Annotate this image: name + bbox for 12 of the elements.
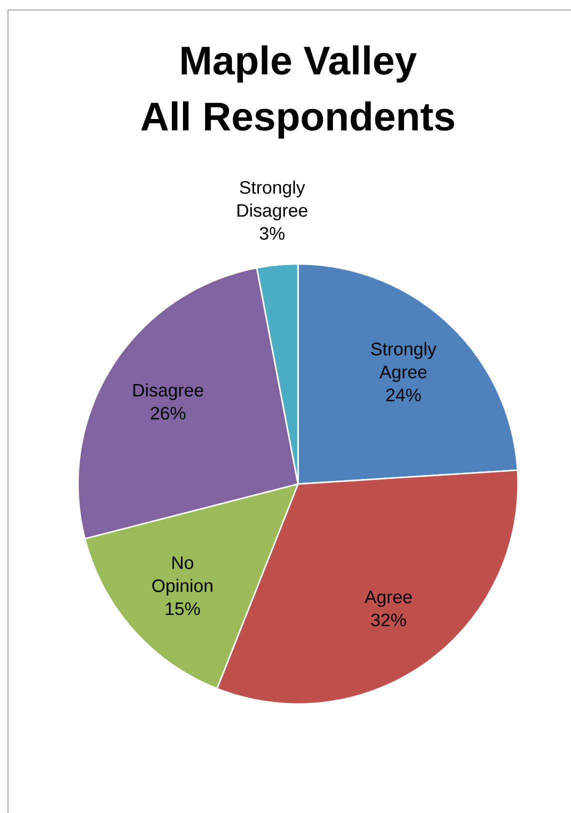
data-label: 24% — [386, 388, 421, 402]
chart-subtitle: All Respondents — [141, 101, 454, 139]
slice-label: Disagree — [133, 383, 204, 400]
data-label: 3% — [260, 227, 284, 240]
data-label: 26% — [150, 406, 186, 420]
data-label: 15% — [166, 602, 200, 616]
data-label: 32% — [371, 614, 406, 626]
slice-label: Agree — [364, 590, 412, 607]
slice-label: No Opinion — [152, 556, 212, 596]
slice-label: Strongly Disagree — [238, 180, 308, 220]
chart-title: Maple Valley — [182, 45, 417, 83]
slice-label: Strongly Agree — [371, 342, 436, 382]
